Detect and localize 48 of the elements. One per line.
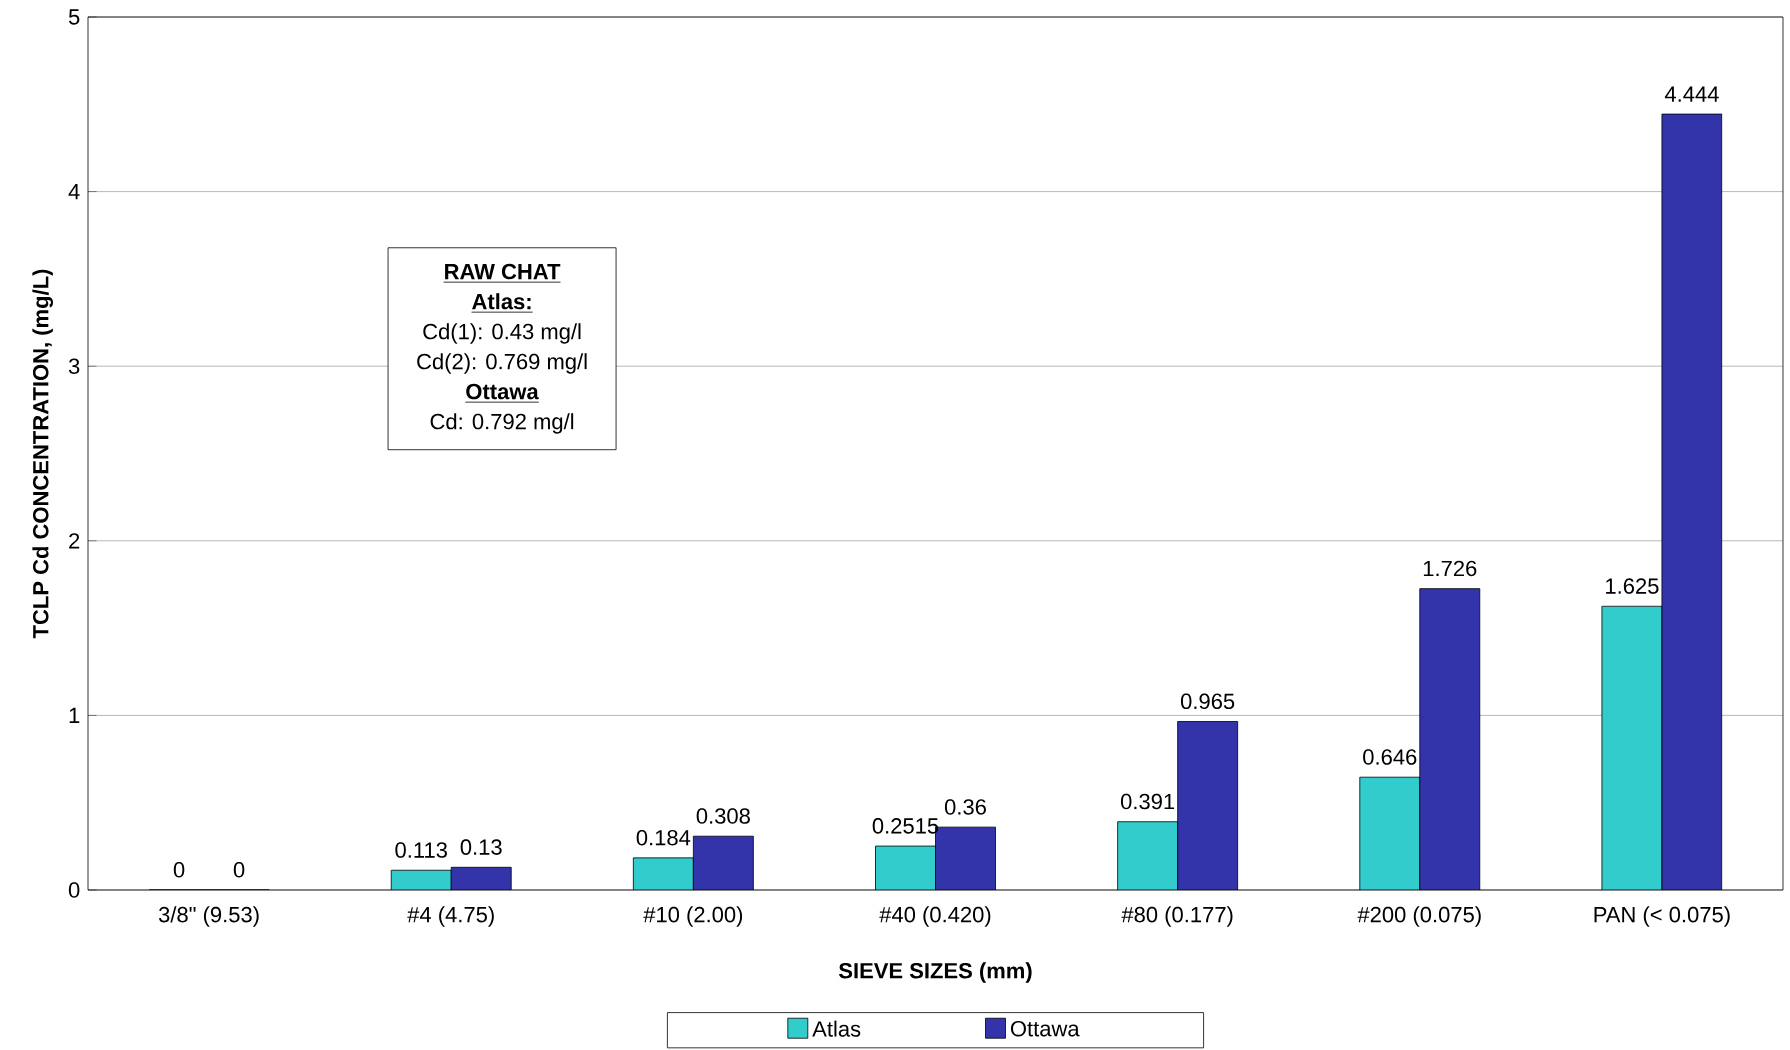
bar xyxy=(1661,113,1723,890)
data-label: 0.308 xyxy=(696,808,750,824)
data-label: 0.184 xyxy=(636,829,691,846)
y-tick-label: 4 xyxy=(68,184,80,200)
x-tick-label: #80 (0.177) xyxy=(1121,906,1233,927)
annotation: Cd: 0.792 mg/l xyxy=(430,413,574,434)
bar xyxy=(450,866,512,890)
x-tick-label: #40 (0.420) xyxy=(879,906,991,927)
annotation: Atlas: xyxy=(472,293,531,310)
bar xyxy=(1601,605,1663,890)
data-label: 0.646 xyxy=(1363,749,1417,765)
data-label: 0.13 xyxy=(460,839,502,855)
data-label: 0.965 xyxy=(1180,693,1235,710)
annotation: RAW CHAT xyxy=(445,263,561,280)
data-label: 4.444 xyxy=(1664,86,1719,102)
data-label: 0.36 xyxy=(944,799,986,815)
y-tick-label: 0 xyxy=(68,882,80,898)
bar xyxy=(1419,588,1481,890)
legend-label: Atlas xyxy=(812,1020,861,1037)
bar xyxy=(1177,721,1239,890)
data-label: 0.391 xyxy=(1120,793,1175,810)
x-axis-title: SIEVE SIZES (mm) xyxy=(838,962,1032,983)
bar xyxy=(875,845,936,890)
bar xyxy=(692,835,754,890)
bar xyxy=(1117,821,1179,890)
y-axis-title: TCLP Cd CONCENTRATION, (mg/L) xyxy=(32,269,53,639)
y-tick-label: 1 xyxy=(69,707,80,723)
data-label: 0.113 xyxy=(395,842,447,858)
data-label: 0 xyxy=(173,862,185,878)
annotation: Cd(1): 0.43 mg/l xyxy=(423,323,581,344)
y-tick-label: 5 xyxy=(68,9,80,25)
data-label: 1.726 xyxy=(1423,560,1477,577)
bar xyxy=(1359,776,1421,890)
annotation: Ottawa xyxy=(466,383,539,400)
legend-label: Ottawa xyxy=(1010,1020,1080,1037)
y-tick-label: 3 xyxy=(68,358,80,374)
x-tick-label: #4 (4.75) xyxy=(407,906,494,927)
x-tick-label: #200 (0.075) xyxy=(1357,906,1481,927)
x-tick-label: PAN (< 0.075) xyxy=(1594,906,1730,927)
data-label: 1.625 xyxy=(1606,578,1659,594)
x-tick-label: 3/8" (9.53) xyxy=(158,906,259,927)
annotation: Cd(2): 0.769 mg/l xyxy=(417,353,587,374)
data-label: 0 xyxy=(233,862,245,878)
bar xyxy=(632,857,694,890)
x-tick-label: #10 (2.00) xyxy=(643,906,743,927)
data-label: 0.2515 xyxy=(872,818,939,834)
bar xyxy=(390,869,452,890)
y-tick-label: 2 xyxy=(69,533,80,549)
